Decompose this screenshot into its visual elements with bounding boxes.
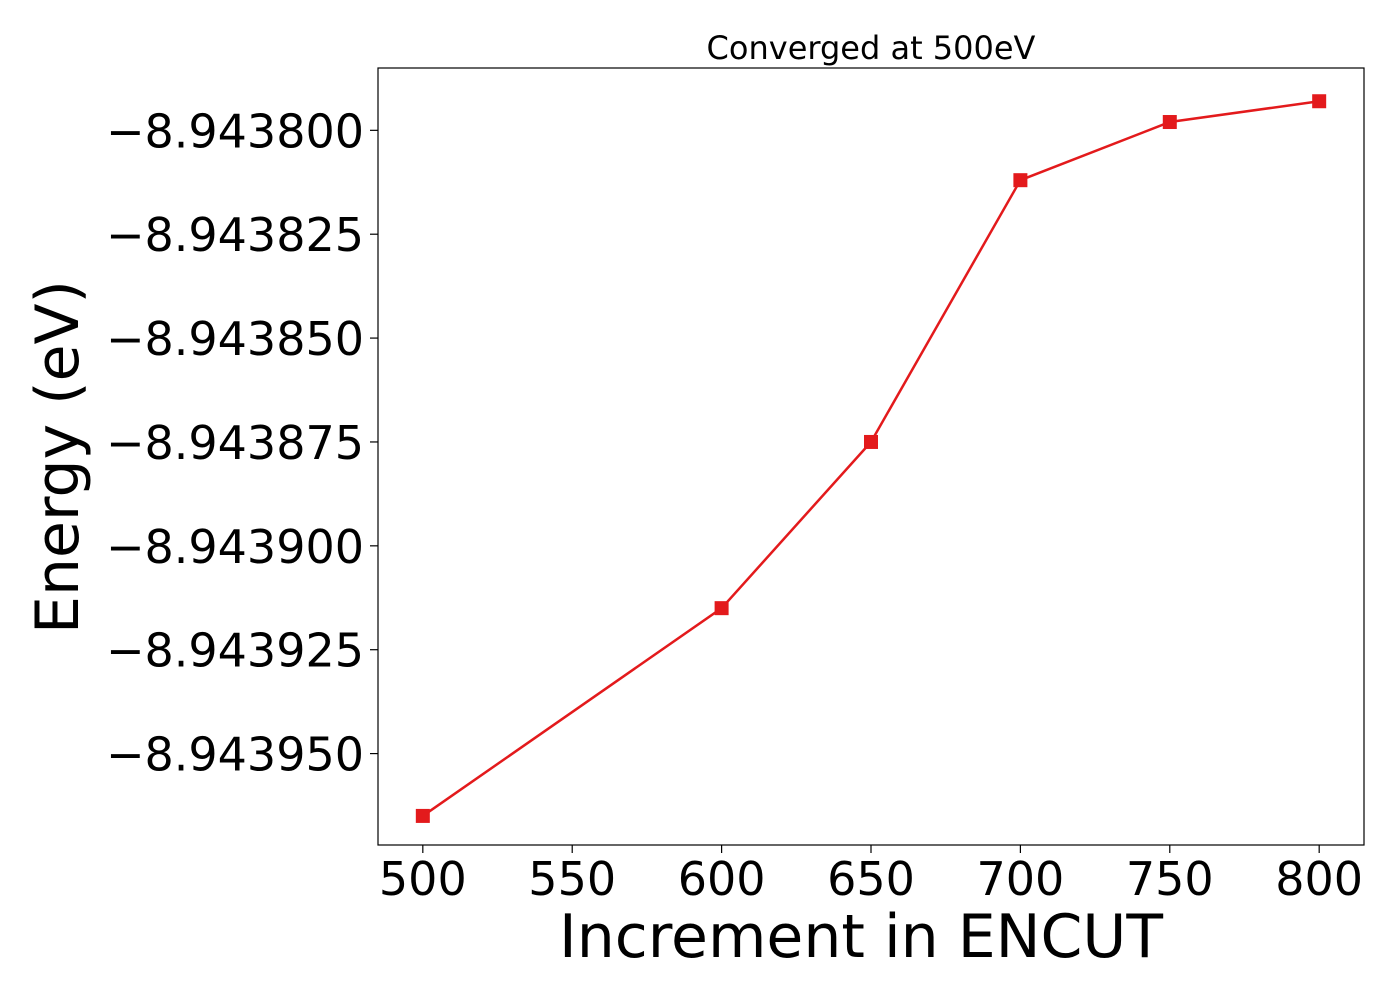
y-axis-label: Energy (eV) [23, 280, 93, 634]
x-tick-label: 650 [827, 852, 915, 906]
y-tick-label: −8.943850 [106, 312, 364, 366]
x-tick-label: 700 [976, 852, 1064, 906]
y-tick-label: −8.943825 [106, 208, 364, 262]
x-tick-label: 800 [1275, 852, 1363, 906]
series-line [422, 100, 1320, 817]
x-axis-ticks: 500 550 600 650 700 750 800 [379, 845, 1363, 906]
data-point-marker [415, 808, 430, 823]
x-tick-label: 500 [379, 852, 467, 906]
x-tick-label: 600 [678, 852, 766, 906]
x-tick-label: 550 [528, 852, 616, 906]
y-tick-label: −8.943950 [106, 728, 364, 782]
chart-title: Converged at 500eV [707, 29, 1036, 67]
y-tick-label: −8.943925 [106, 624, 364, 678]
data-point-marker [864, 434, 878, 449]
x-tick-label: 750 [1126, 852, 1214, 906]
data-point-marker [714, 601, 729, 616]
y-tick-label: −8.943875 [106, 416, 364, 470]
y-tick-label: −8.943800 [106, 104, 364, 158]
plot-data-layer [415, 94, 1327, 823]
y-tick-label: −8.943900 [106, 520, 364, 574]
data-point-marker [1013, 173, 1028, 188]
data-point-marker [1162, 115, 1177, 130]
data-point-marker [1312, 94, 1327, 109]
y-axis-ticks: −8.943800 −8.943825 −8.943850 −8.943875 −8.9… [106, 104, 378, 782]
x-axis-label: Increment in ENCUT [559, 902, 1163, 972]
